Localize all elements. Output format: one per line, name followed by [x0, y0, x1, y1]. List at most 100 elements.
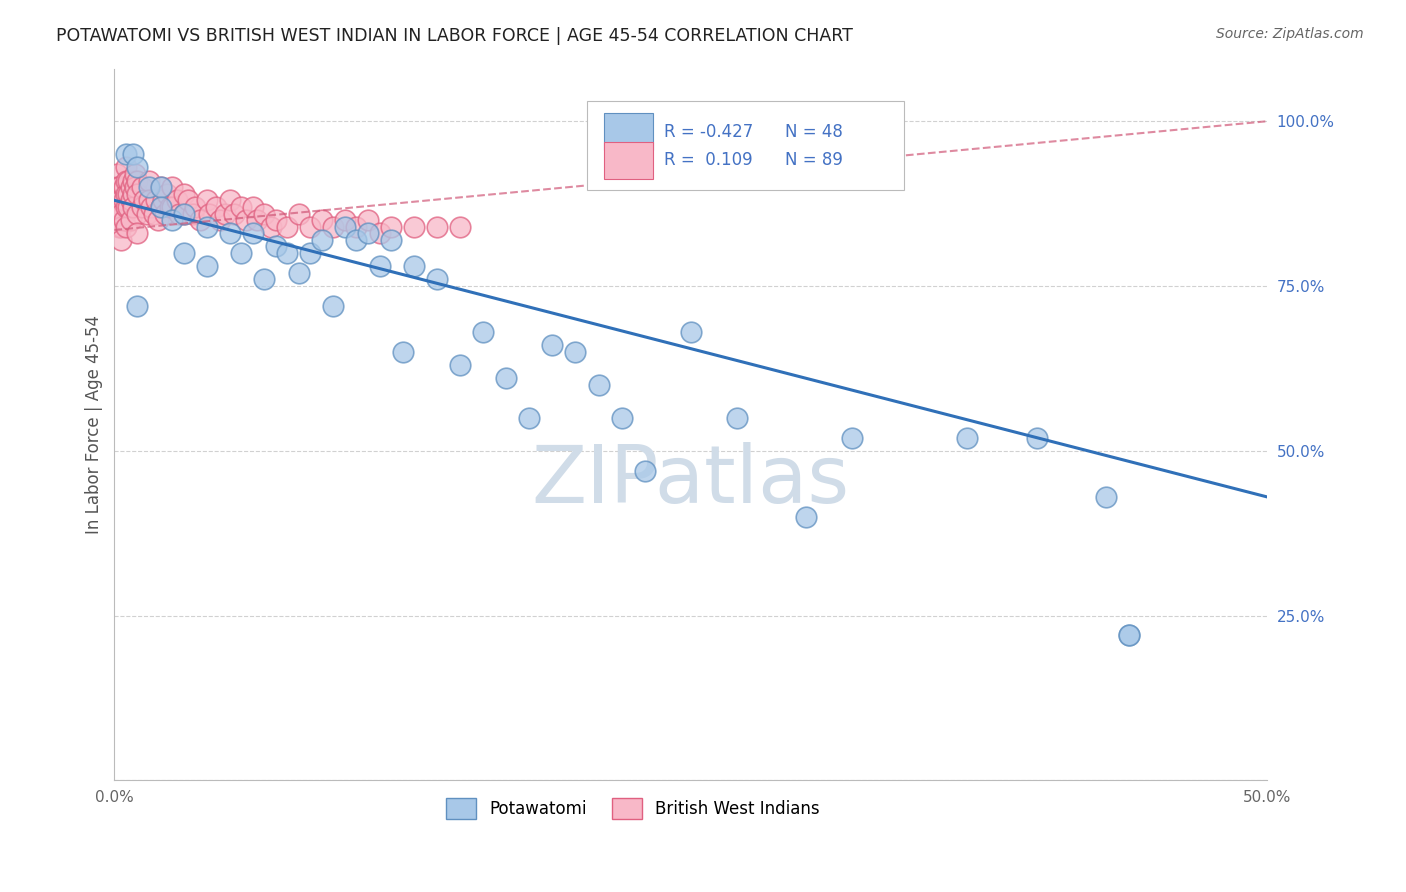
- Point: [112, 194, 135, 208]
- Point: [117, 200, 139, 214]
- Point: [105, 213, 128, 227]
- Point: [108, 219, 131, 234]
- Point: [224, 206, 246, 220]
- Point: [177, 194, 200, 208]
- Point: [149, 200, 172, 214]
- Point: [235, 213, 257, 227]
- Point: [311, 233, 333, 247]
- Point: [127, 299, 149, 313]
- Point: [541, 338, 564, 352]
- Point: [117, 186, 139, 201]
- Text: POTAWATOMI VS BRITISH WEST INDIAN IN LABOR FORCE | AGE 45-54 CORRELATION CHART: POTAWATOMI VS BRITISH WEST INDIAN IN LAB…: [56, 27, 853, 45]
- Point: [495, 371, 517, 385]
- Point: [108, 194, 131, 208]
- Text: N = 48: N = 48: [785, 123, 844, 141]
- Point: [288, 266, 311, 280]
- Point: [149, 180, 172, 194]
- Point: [276, 246, 298, 260]
- Point: [311, 213, 333, 227]
- Point: [322, 299, 344, 313]
- Text: R = -0.427: R = -0.427: [664, 123, 754, 141]
- Point: [426, 219, 449, 234]
- Point: [188, 213, 211, 227]
- Point: [115, 147, 138, 161]
- Point: [380, 233, 402, 247]
- Point: [120, 213, 142, 227]
- Point: [115, 161, 138, 175]
- Point: [1025, 431, 1047, 445]
- Point: [404, 259, 426, 273]
- Point: [841, 431, 863, 445]
- Point: [160, 200, 183, 214]
- Point: [218, 194, 240, 208]
- Point: [195, 219, 218, 234]
- Point: [173, 186, 195, 201]
- Point: [108, 180, 131, 194]
- Point: [231, 246, 253, 260]
- Point: [231, 200, 253, 214]
- Point: [1118, 628, 1140, 642]
- Point: [1094, 490, 1116, 504]
- Point: [112, 213, 135, 227]
- Point: [156, 186, 179, 201]
- Point: [426, 272, 449, 286]
- Point: [173, 246, 195, 260]
- Point: [610, 410, 633, 425]
- Point: [110, 233, 132, 247]
- Point: [108, 206, 131, 220]
- Point: [299, 219, 322, 234]
- Text: R =  0.109: R = 0.109: [664, 152, 752, 169]
- Point: [276, 219, 298, 234]
- Point: [138, 194, 160, 208]
- Point: [127, 161, 149, 175]
- Point: [346, 219, 368, 234]
- Point: [120, 194, 142, 208]
- Point: [121, 147, 143, 161]
- Point: [134, 194, 156, 208]
- Point: [149, 200, 172, 214]
- Point: [181, 206, 204, 220]
- Point: [299, 246, 322, 260]
- Point: [135, 206, 157, 220]
- Point: [357, 213, 380, 227]
- Point: [121, 186, 143, 201]
- Point: [253, 206, 276, 220]
- Point: [242, 227, 264, 241]
- Point: [138, 173, 160, 187]
- Point: [131, 200, 153, 214]
- Point: [124, 180, 146, 194]
- Point: [264, 213, 287, 227]
- Point: [105, 194, 128, 208]
- Point: [198, 206, 221, 220]
- Point: [195, 194, 218, 208]
- Point: [105, 167, 128, 181]
- Point: [253, 272, 276, 286]
- Point: [195, 259, 218, 273]
- Point: [242, 200, 264, 214]
- Point: [564, 345, 586, 359]
- Point: [120, 180, 142, 194]
- Point: [333, 213, 356, 227]
- Text: ZIPatlas: ZIPatlas: [531, 442, 849, 520]
- Point: [794, 509, 817, 524]
- Point: [160, 180, 183, 194]
- Point: [368, 227, 391, 241]
- Point: [141, 200, 163, 214]
- FancyBboxPatch shape: [605, 142, 652, 178]
- Point: [517, 410, 540, 425]
- Point: [209, 213, 232, 227]
- Point: [173, 206, 195, 220]
- Point: [380, 219, 402, 234]
- Point: [160, 213, 183, 227]
- Point: [152, 194, 174, 208]
- Point: [142, 206, 165, 220]
- Point: [1118, 628, 1140, 642]
- Point: [110, 219, 132, 234]
- Point: [124, 167, 146, 181]
- Point: [105, 206, 128, 220]
- Point: [121, 173, 143, 187]
- Point: [121, 200, 143, 214]
- Point: [115, 173, 138, 187]
- Point: [346, 233, 368, 247]
- Point: [167, 206, 190, 220]
